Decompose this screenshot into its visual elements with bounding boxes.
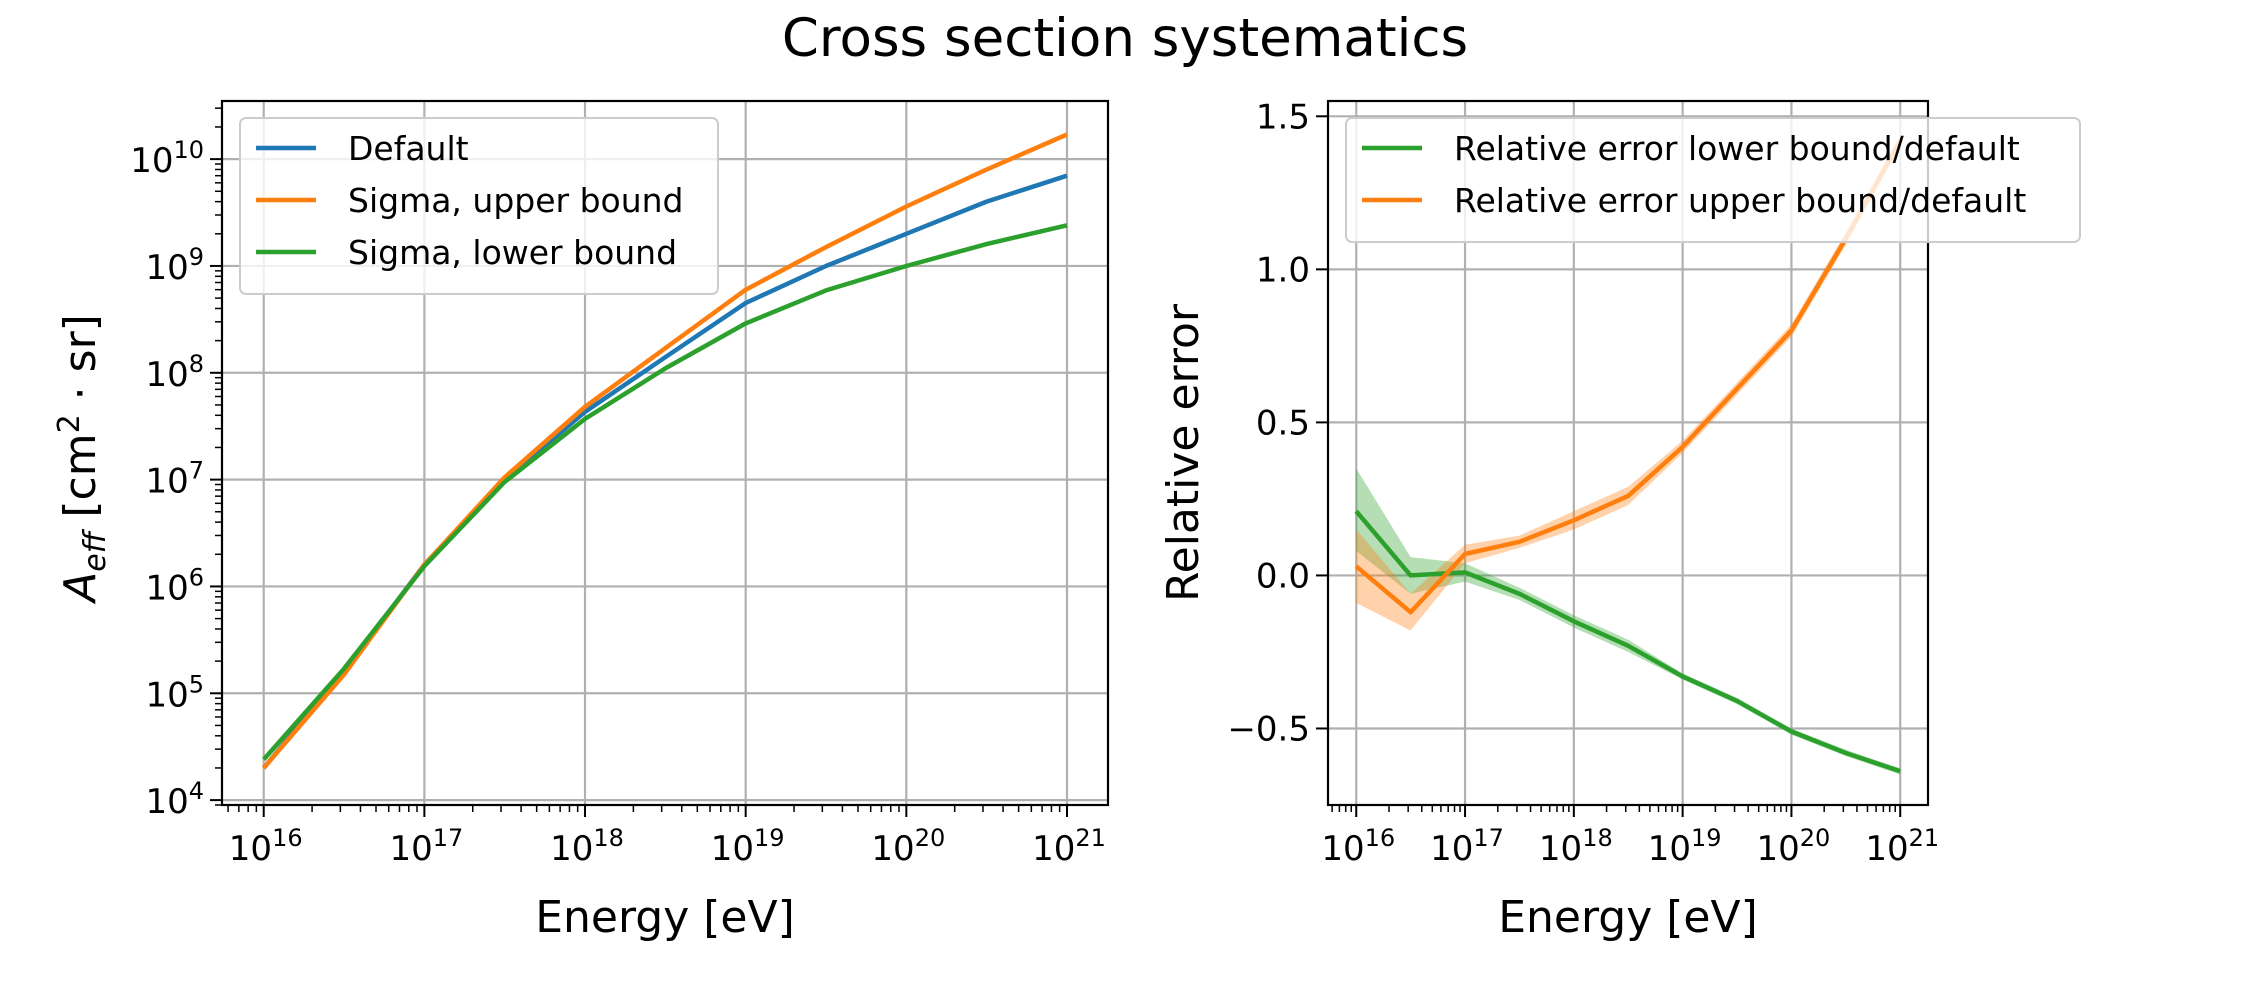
x-tick-label-4-exp: 20 [915,824,946,852]
x-axis-label: Energy [eV] [535,892,795,943]
x-tick-label-3: 1019 [711,824,785,869]
y-tick-label-5-base: 10 [145,248,188,288]
x-axis-label: Energy [eV] [1498,892,1758,943]
x-tick-label-1-exp: 17 [1473,824,1504,852]
x-tick-label-3-base: 10 [711,829,754,869]
y-tick-label-2-base: 10 [145,568,188,608]
x-tick-label-5-base: 10 [1865,829,1908,869]
y-label-symbol: A [55,572,106,605]
y-tick-label-4-base: 10 [145,355,188,395]
relative-error-plot: 1016 1017 1018 1019 1020 1021−0.50.00.51.01.5… [1158,97,2081,943]
x-tick-label-1: 1017 [389,824,463,869]
x-tick-label-5: 1021 [1032,824,1106,869]
x-tick-label-4-exp: 20 [1800,824,1831,852]
y-tick-label-5: 109 [145,243,204,288]
series-line-2 [262,223,1068,761]
x-tick-label-5: 1021 [1865,824,1939,869]
x-tick-label-5-exp: 21 [1909,824,1940,852]
y-tick-label-3: 107 [145,457,204,502]
x-tick-label-1-exp: 17 [433,824,464,852]
legend-box [1345,117,2081,243]
x-tick-label-2-exp: 18 [1582,824,1613,852]
y-tick-label-2: 0.5 [1256,403,1310,443]
x-tick-label-0: 1016 [1321,824,1395,869]
y-tick-label-0-base: 10 [145,782,188,822]
y-tick-label-1: 0.0 [1256,556,1310,596]
x-tick-label-3: 1019 [1648,824,1722,869]
y-tick-label-6-base: 10 [130,141,173,181]
y-tick-label-6: 1010 [130,136,204,181]
y-tick-label-1: 105 [145,670,204,715]
y-label-unit-end: · sr] [55,314,106,414]
y-axis-label: Relative error [1158,303,1209,602]
legend: Relative error lower bound/default Relati… [1345,117,2081,243]
y-tick-label-0: −0.5 [1227,709,1310,749]
y-tick-label-3-base: 10 [145,462,188,502]
y-tick-label-6-exp: 10 [173,136,204,164]
x-tick-label-2: 1018 [1539,824,1613,869]
y-label-subscript: eff [78,528,113,571]
legend-label-1: Sigma, upper bound [348,181,684,220]
y-tick-label-4: 1.5 [1256,97,1310,137]
x-tick-label-4-base: 10 [1757,829,1800,869]
x-tick-label-5-base: 10 [1032,829,1075,869]
x-tick-label-3-exp: 19 [754,824,785,852]
figure-title: Cross section systematics [781,8,1469,69]
x-tick-label-5-exp: 21 [1075,824,1106,852]
y-tick-label-3-exp: 7 [189,457,204,485]
x-tick-label-0-exp: 16 [1365,824,1396,852]
y-label-unit-exp: 2 [52,414,87,433]
legend-label-1: Relative error upper bound/default [1454,181,2026,220]
legend-label-0: Relative error lower bound/default [1454,129,2020,168]
axes-frame [1326,99,1930,807]
x-tick-label-0-base: 10 [1321,829,1364,869]
y-tick-label-3: 1.0 [1256,250,1310,290]
legend-label-0: Default [348,129,469,168]
x-tick-label-4: 1020 [1757,824,1831,869]
x-tick-label-4-base: 10 [871,829,914,869]
x-tick-label-2-base: 10 [550,829,593,869]
x-tick-label-0: 1016 [229,824,303,869]
legend-box [239,117,719,295]
x-tick-label-2-exp: 18 [593,824,624,852]
x-tick-label-2-base: 10 [1539,829,1582,869]
y-tick-label-0-exp: 4 [189,777,204,805]
x-tick-label-0-exp: 16 [272,824,303,852]
y-tick-label-4: 108 [145,350,204,395]
y-tick-label-4-exp: 8 [189,350,204,378]
x-tick-label-1-base: 10 [389,829,432,869]
y-tick-label-2: 106 [145,563,204,608]
x-tick-label-1-base: 10 [1430,829,1473,869]
x-tick-label-0-base: 10 [229,829,272,869]
x-tick-label-1: 1017 [1430,824,1504,869]
y-tick-label-2-exp: 6 [189,563,204,591]
x-tick-label-4: 1020 [871,824,945,869]
x-tick-label-3-exp: 19 [1691,824,1722,852]
x-tick-label-3-base: 10 [1648,829,1691,869]
y-tick-label-5-exp: 9 [189,243,204,271]
y-label-unit: [cm [55,433,106,531]
effective-area-plot: 1016 1017 1018 1019 1020 10211041051061071081… [52,99,1110,943]
y-axis-label: Aeff [cm2 · sr] [52,314,113,605]
y-tick-label-1-base: 10 [145,675,188,715]
y-tick-label-1-exp: 5 [189,670,204,698]
y-tick-label-0: 104 [145,777,204,822]
legend-label-2: Sigma, lower bound [348,233,677,272]
axes-frame [220,99,1110,807]
legend: Default Sigma, upper bound Sigma, lower bo… [239,117,719,295]
x-tick-label-2: 1018 [550,824,624,869]
